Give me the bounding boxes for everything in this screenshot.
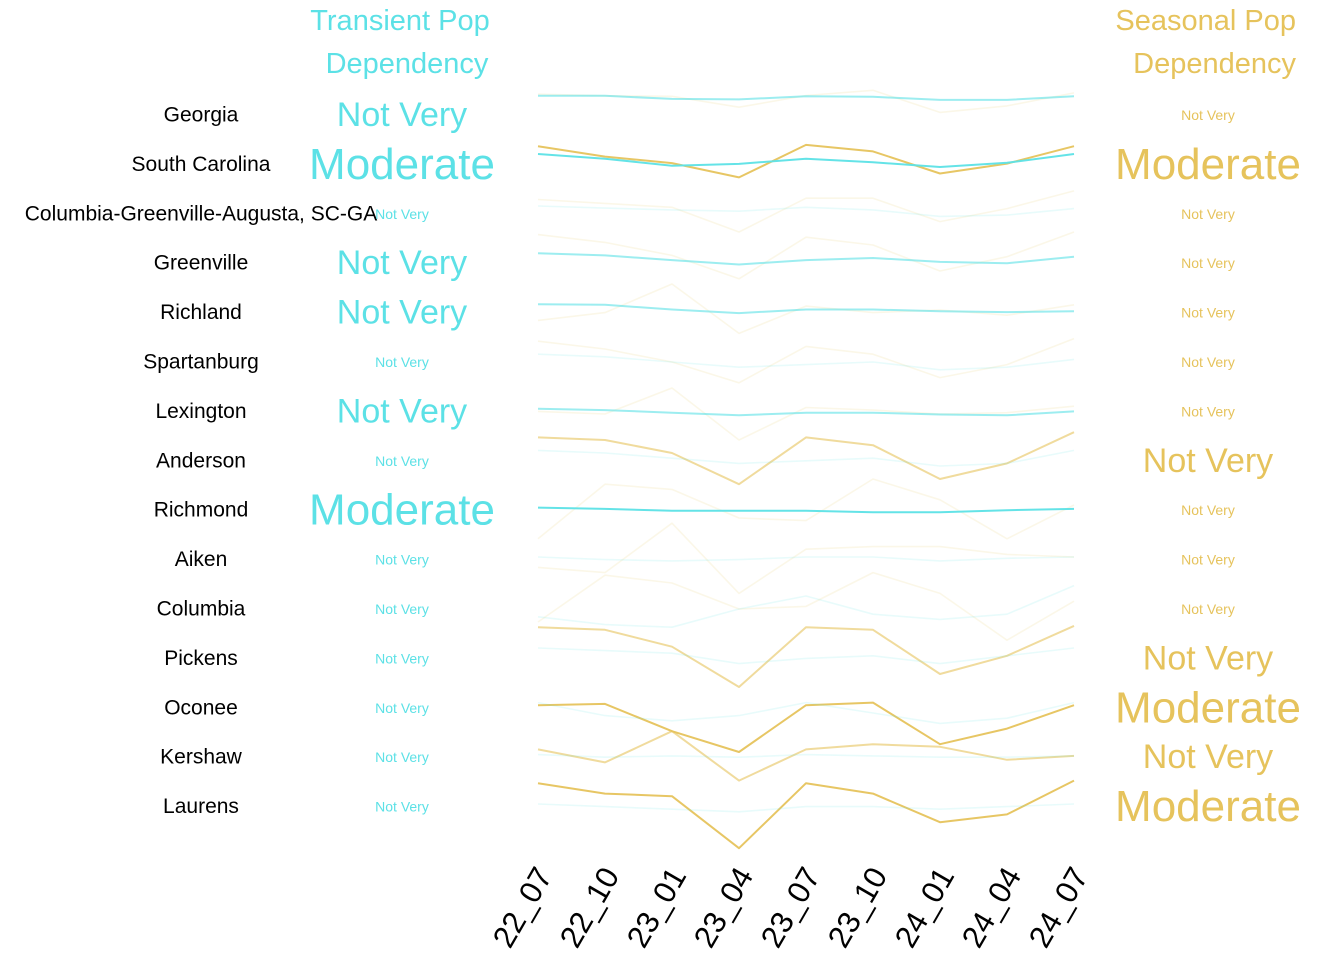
transient-level-label: Not Very [375,700,429,716]
seasonal-level-label: Moderate [1115,140,1301,189]
transient-level-label: Not Very [375,749,429,765]
x-axis: 22_0722_1023_0123_0423_0723_1024_0124_04… [486,861,1095,953]
seasonal-line [537,779,1075,850]
region-label: Richmond [154,499,249,522]
transient-line [537,701,1075,725]
region-label: Pickens [164,647,238,670]
transient-line [537,449,1075,467]
transient-line [537,584,1075,628]
left-header-line-2: Dependency [326,48,489,80]
region-label: Oconee [164,696,238,719]
seasonal-level-label: Moderate [1115,683,1301,732]
transient-level-label: Not Very [375,601,429,617]
seasonal-level-label: Not Very [1143,639,1273,677]
transient-level-label: Not Very [337,392,467,430]
seasonal-level-label: Not Very [1181,403,1235,419]
seasonal-level-label: Not Very [1181,255,1235,271]
seasonal-line [537,478,1075,540]
right-header-line-2: Dependency [1133,48,1296,80]
transient-level-label: Not Very [337,96,467,134]
seasonal-line [537,522,1075,595]
seasonal-level-label: Not Very [1181,305,1235,321]
series-lines [537,89,1075,850]
x-tick-label: 23_07 [754,861,827,953]
x-tick-label: 23_10 [821,861,894,953]
x-tick-label: 22_07 [486,861,559,953]
transient-line [537,647,1075,665]
region-label: South Carolina [132,153,271,176]
x-tick-label: 24_01 [888,861,961,953]
seasonal-level-label: Not Very [1143,738,1273,776]
transient-level-label: Not Very [375,552,429,568]
seasonal-level-label: Not Very [1143,442,1273,480]
seasonal-line [537,337,1075,384]
transient-level-label: Not Very [375,650,429,666]
row-labels: Georgia Not Very Not Very South Carolina Mod… [25,96,1301,831]
x-tick-label: 23_04 [687,861,760,953]
region-label: Columbia [157,598,246,621]
transient-line [537,506,1075,514]
transient-level-label: Not Very [375,354,429,370]
seasonal-line [537,701,1075,753]
seasonal-line [537,231,1075,280]
region-label: Anderson [156,449,246,472]
seasonal-line [537,571,1075,641]
transient-level-label: Not Very [375,453,429,469]
right-header-line-1: Seasonal Pop [1115,5,1296,37]
x-tick-label: 24_04 [955,861,1028,953]
transient-line [537,153,1075,168]
transient-level-label: Not Very [337,294,467,332]
transient-line [537,303,1075,315]
transient-line [538,94,1075,101]
transient-line [537,407,1075,417]
region-label: Greenville [154,252,249,275]
transient-line [537,252,1075,266]
left-header-line-1: Transient Pop [310,5,489,37]
seasonal-line [537,89,1075,114]
region-label: Columbia-Greenville-Augusta, SC-GA [25,202,377,225]
seasonal-line [537,624,1075,688]
transient-level-label: Not Very [375,799,429,815]
seasonal-line [537,431,1075,486]
x-tick-label: 22_10 [553,861,626,953]
seasonal-level-label: Not Very [1181,206,1235,222]
seasonal-level-label: Not Very [1181,502,1235,518]
seasonal-level-label: Not Very [1181,354,1235,370]
transient-line [537,803,1075,813]
seasonal-level-label: Not Very [1181,107,1235,123]
transient-level-label: Not Very [375,206,429,222]
transient-line [537,205,1075,218]
seasonal-level-label: Not Very [1181,601,1235,617]
x-tick-label: 24_07 [1022,861,1095,953]
transient-level-label: Not Very [337,244,467,282]
transient-line [537,353,1075,371]
x-tick-label: 23_01 [620,861,693,953]
seasonal-line [537,190,1075,233]
region-label: Spartanburg [143,351,259,374]
region-label: Kershaw [160,746,243,769]
seasonal-line [537,143,1075,179]
transient-line [537,556,1075,562]
region-label: Laurens [163,795,239,818]
region-label: Georgia [164,104,239,127]
seasonal-line [537,387,1075,441]
seasonal-line [537,730,1075,782]
seasonal-line [537,283,1075,335]
region-label: Lexington [155,400,246,423]
region-label: Aiken [175,548,228,571]
region-label: Richland [160,301,242,324]
seasonal-level-label: Not Very [1181,552,1235,568]
column-headers: Transient Pop Dependency Seasonal Pop De… [310,5,1296,80]
transient-line [537,753,1075,758]
transient-level-label: Moderate [309,140,495,189]
seasonal-level-label: Moderate [1115,782,1301,831]
transient-level-label: Moderate [309,486,495,535]
